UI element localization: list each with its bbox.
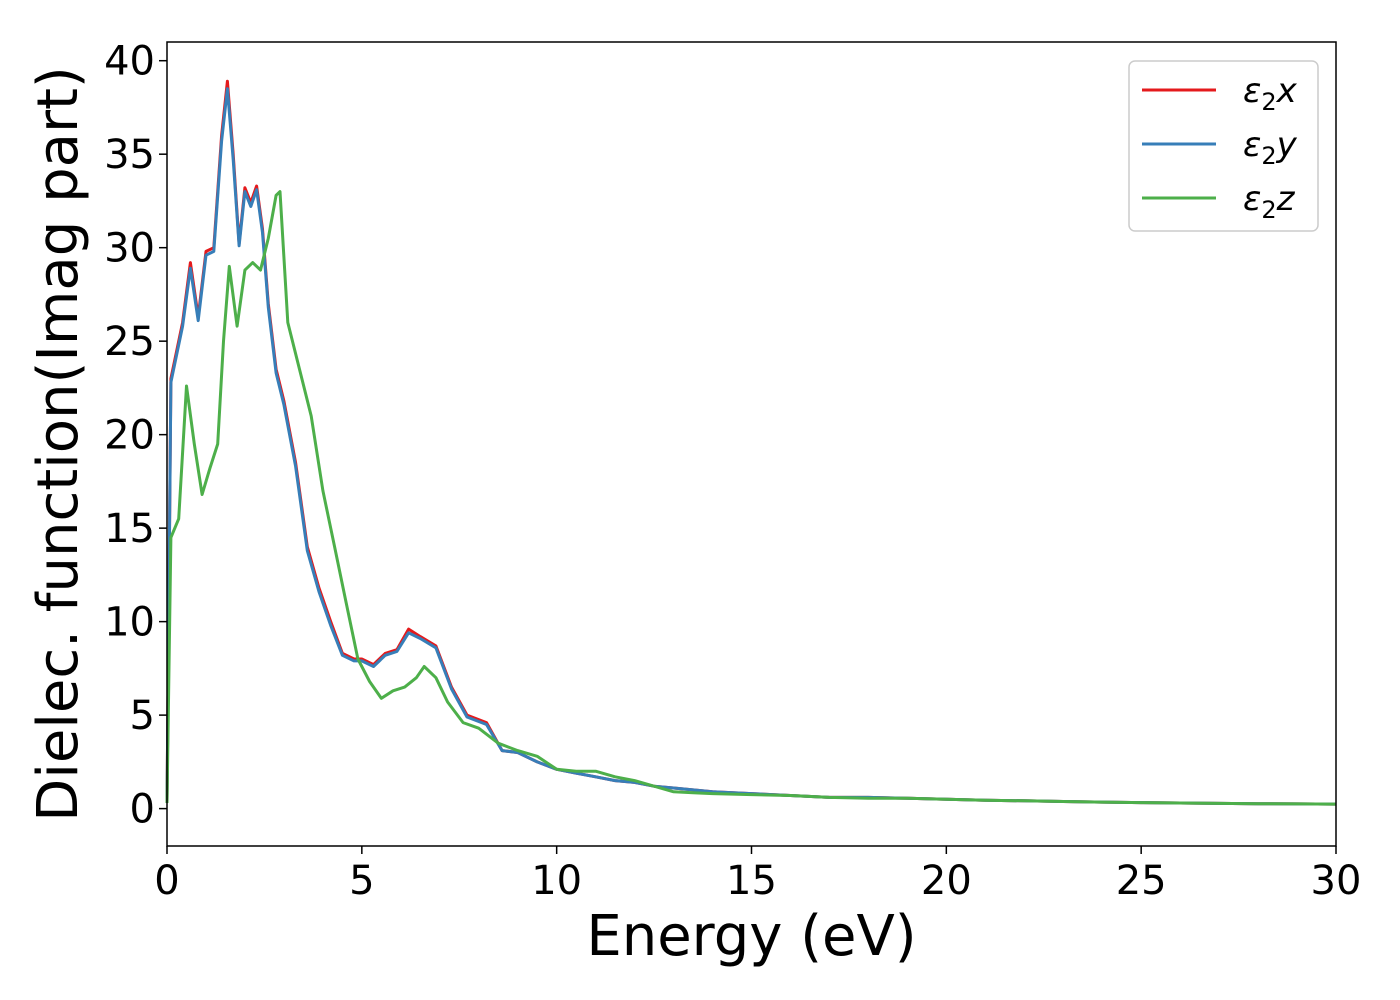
legend-box: [1128, 60, 1319, 232]
x-tick-label: 20: [921, 858, 972, 904]
y-tick-label: 15: [104, 506, 155, 552]
x-tick-label: 0: [154, 858, 179, 904]
y-tick-label: 5: [130, 693, 155, 739]
x-tick-label: 25: [1116, 858, 1167, 904]
y-axis-label: Dielec. function(Imag part): [26, 66, 91, 822]
x-axis-label: Energy (eV): [586, 904, 916, 969]
y-tick-label: 0: [130, 787, 155, 833]
y-tick-label: 35: [104, 132, 155, 178]
y-tick-label: 40: [104, 39, 155, 85]
y-tick-label: 20: [104, 413, 155, 459]
legend-label-y: ε2y: [1243, 125, 1298, 170]
x-tick-label: 30: [1311, 858, 1362, 904]
x-tick-label: 10: [531, 858, 582, 904]
y-tick-label: 10: [104, 600, 155, 646]
x-tick-label: 15: [726, 858, 777, 904]
legend: ε2x ε2y ε2z: [1128, 60, 1319, 232]
x-axis: 0 5 10 15 20 25 30: [154, 846, 1361, 904]
y-axis: 0 5 10 15 20 25 30 35 40: [104, 39, 167, 833]
y-tick-label: 25: [104, 319, 155, 365]
legend-label-x: ε2x: [1243, 71, 1298, 116]
series-line-z: [165, 190, 1337, 806]
series-layer: [165, 79, 1337, 806]
y-tick-label: 30: [104, 226, 155, 272]
legend-label-z: ε2z: [1243, 179, 1296, 224]
x-tick-label: 5: [349, 858, 374, 904]
